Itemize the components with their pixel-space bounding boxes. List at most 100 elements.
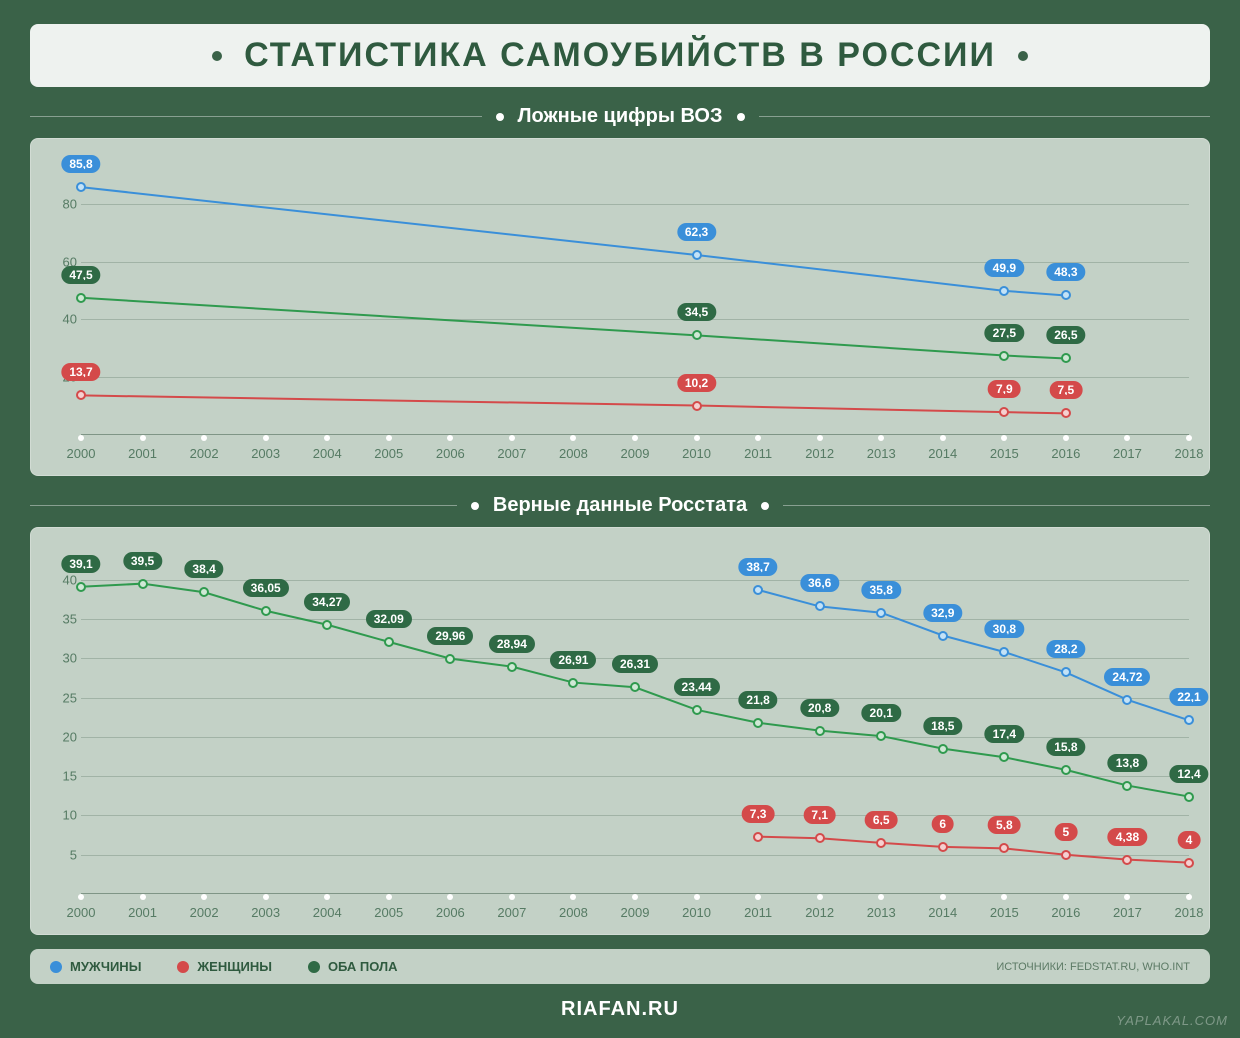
x-tick: [509, 435, 515, 441]
data-point: [753, 585, 763, 595]
x-tick: [263, 435, 269, 441]
value-bubble: 28,94: [489, 635, 535, 653]
series-line-men: [81, 187, 1066, 295]
x-tick-label: 2010: [682, 905, 711, 920]
data-point: [76, 390, 86, 400]
value-bubble: 20,1: [862, 704, 901, 722]
x-tick-label: 2014: [928, 446, 957, 461]
value-bubble: 29,96: [427, 627, 473, 645]
y-tick-label: 20: [47, 729, 77, 744]
data-point: [692, 250, 702, 260]
x-tick: [694, 435, 700, 441]
value-bubble: 48,3: [1046, 263, 1085, 281]
bullet-icon: [761, 502, 769, 510]
value-bubble: 28,2: [1046, 640, 1085, 658]
data-point: [322, 620, 332, 630]
x-tick: [201, 894, 207, 900]
x-tick-label: 2013: [867, 905, 896, 920]
y-tick-label: 25: [47, 690, 77, 705]
y-tick-label: 40: [47, 572, 77, 587]
value-bubble: 62,3: [677, 223, 716, 241]
x-tick: [632, 435, 638, 441]
x-tick: [940, 435, 946, 441]
data-point: [876, 731, 886, 741]
x-tick-label: 2016: [1051, 446, 1080, 461]
x-tick: [1186, 435, 1192, 441]
bullet-icon: [737, 113, 745, 121]
data-point: [1061, 765, 1071, 775]
data-point: [76, 293, 86, 303]
value-bubble: 17,4: [985, 725, 1024, 743]
data-point: [815, 601, 825, 611]
value-bubble: 15,8: [1046, 738, 1085, 756]
x-tick-label: 2018: [1175, 446, 1204, 461]
value-bubble: 38,4: [184, 560, 223, 578]
data-point: [999, 407, 1009, 417]
legend-item-both: ОБА ПОЛА: [308, 959, 398, 974]
value-bubble: 36,6: [800, 574, 839, 592]
data-point: [76, 182, 86, 192]
bullet-icon: [471, 502, 479, 510]
value-bubble: 32,9: [923, 604, 962, 622]
x-tick: [324, 435, 330, 441]
y-tick-label: 40: [47, 312, 77, 327]
x-tick: [755, 435, 761, 441]
x-tick-label: 2001: [128, 905, 157, 920]
x-tick: [78, 435, 84, 441]
x-tick-label: 2000: [67, 446, 96, 461]
x-tick-label: 2001: [128, 446, 157, 461]
value-bubble: 12,4: [1169, 765, 1208, 783]
x-tick: [755, 894, 761, 900]
x-tick-label: 2011: [744, 905, 772, 920]
y-tick-label: 15: [47, 769, 77, 784]
chart-lines: [81, 175, 1189, 435]
x-tick: [817, 894, 823, 900]
x-tick-label: 2000: [67, 905, 96, 920]
x-tick: [447, 894, 453, 900]
x-tick: [570, 894, 576, 900]
legend-label: ОБА ПОЛА: [328, 959, 398, 974]
value-bubble: 7,9: [988, 380, 1021, 398]
x-tick-label: 2009: [621, 446, 650, 461]
data-point: [1061, 850, 1071, 860]
data-point: [1122, 855, 1132, 865]
value-bubble: 30,8: [985, 620, 1024, 638]
data-point: [1184, 858, 1194, 868]
x-tick-label: 2010: [682, 446, 711, 461]
chart2-section: Верные данные Росстата 51015202530354020…: [30, 494, 1210, 935]
data-point: [999, 286, 1009, 296]
value-bubble: 85,8: [61, 155, 100, 173]
x-tick-label: 2004: [313, 905, 342, 920]
x-tick: [78, 894, 84, 900]
x-tick: [263, 894, 269, 900]
value-bubble: 6: [931, 815, 954, 833]
data-point: [568, 678, 578, 688]
bullet-icon: [496, 113, 504, 121]
x-tick-label: 2014: [928, 905, 957, 920]
data-point: [76, 582, 86, 592]
x-tick-label: 2006: [436, 446, 465, 461]
x-tick-label: 2012: [805, 446, 834, 461]
chart1-section: Ложные цифры ВОЗ 20406080200020012002200…: [30, 105, 1210, 476]
x-tick-label: 2003: [251, 905, 280, 920]
x-tick-label: 2004: [313, 446, 342, 461]
data-point: [753, 832, 763, 842]
x-tick-label: 2007: [497, 446, 526, 461]
data-point: [261, 606, 271, 616]
value-bubble: 26,5: [1046, 326, 1085, 344]
legend-dot: [308, 961, 320, 973]
value-bubble: 4: [1178, 831, 1201, 849]
title-dot-right: [1018, 51, 1028, 61]
series-line-women: [81, 395, 1066, 413]
value-bubble: 32,09: [366, 610, 412, 628]
value-bubble: 24,72: [1104, 668, 1150, 686]
x-tick: [694, 894, 700, 900]
legend-dot: [50, 961, 62, 973]
value-bubble: 34,5: [677, 303, 716, 321]
x-tick-label: 2011: [744, 446, 772, 461]
x-tick: [878, 435, 884, 441]
title-dot-left: [212, 51, 222, 61]
x-tick-label: 2002: [190, 446, 219, 461]
x-tick-label: 2006: [436, 905, 465, 920]
footer-brand: RIAFAN.RU: [30, 998, 1210, 1021]
